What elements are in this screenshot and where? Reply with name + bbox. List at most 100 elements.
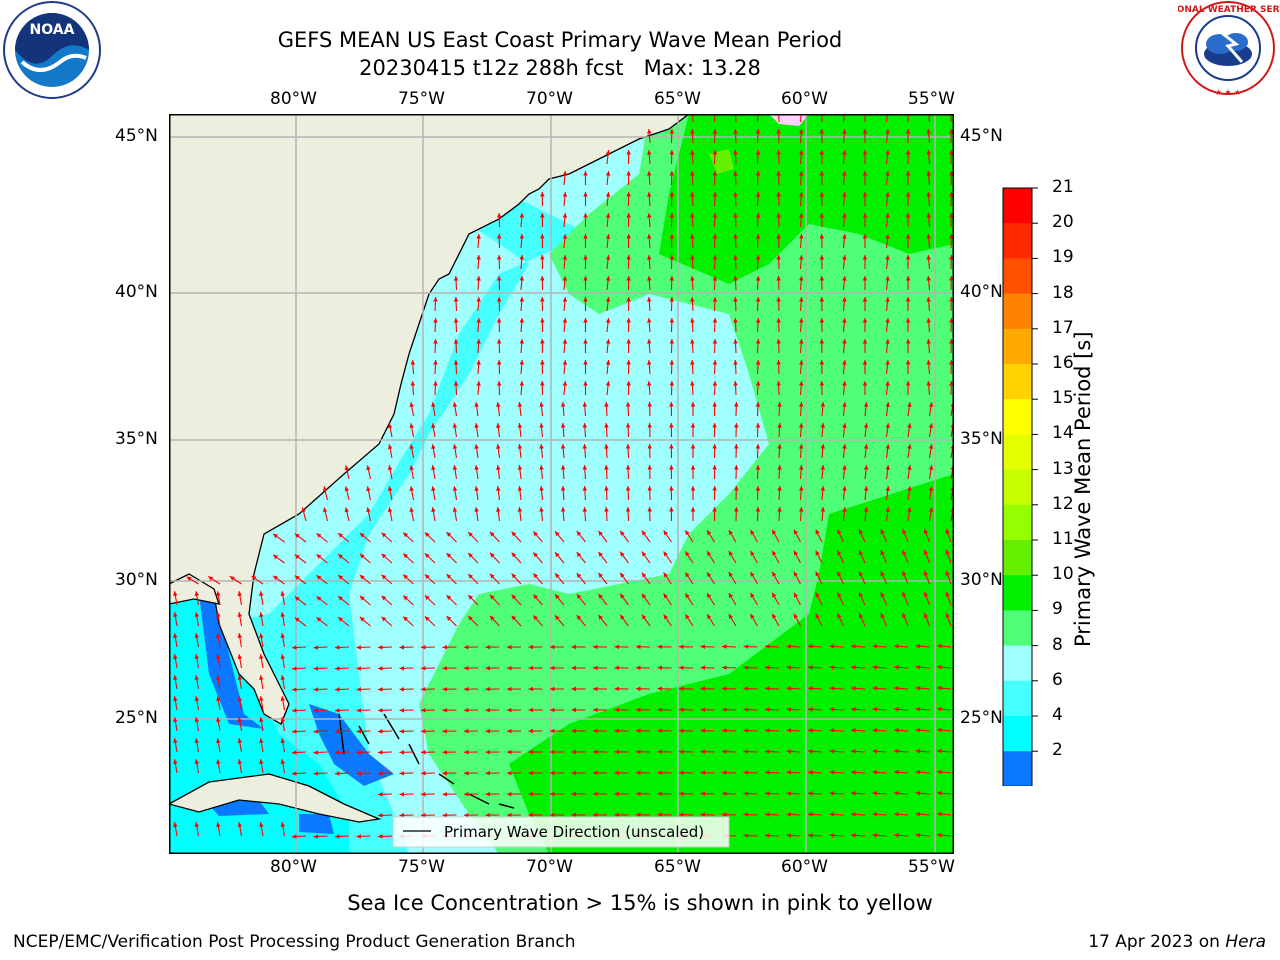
wave-arrow-head bbox=[829, 791, 835, 796]
wave-arrow-head bbox=[765, 707, 770, 712]
wave-arrow-head bbox=[421, 665, 426, 671]
wave-arrow-head bbox=[511, 552, 517, 558]
wave-arrow-head bbox=[571, 791, 576, 797]
wave-arrow-head bbox=[593, 686, 598, 692]
wave-arrow-head bbox=[539, 486, 544, 491]
wave-arrow-head bbox=[173, 822, 178, 827]
wave-arrow-head bbox=[474, 507, 479, 512]
wave-arrow-head bbox=[237, 612, 243, 617]
wave-arrow-head bbox=[259, 675, 264, 680]
wave-arrow-head bbox=[647, 507, 652, 512]
wave-arrow-head bbox=[905, 297, 911, 302]
wave-arrow-head bbox=[476, 255, 481, 260]
wave-arrow-head bbox=[712, 129, 718, 134]
period-10-11-region bbox=[509, 114, 954, 854]
colorbar-title: Primary Wave Mean Period [s] bbox=[1071, 331, 1095, 647]
wave-arrow-head bbox=[496, 381, 502, 386]
colorbar-tick-label: 4 bbox=[1052, 705, 1063, 725]
wave-arrow-head bbox=[593, 812, 598, 818]
wave-arrow-head bbox=[948, 234, 954, 239]
wave-arrow-head bbox=[442, 686, 448, 692]
wave-arrow-head bbox=[755, 171, 761, 176]
wave-arrow-head bbox=[880, 613, 885, 619]
wave-arrow-head bbox=[690, 297, 695, 302]
wave-arrow-head bbox=[786, 749, 792, 754]
wave-arrow-head bbox=[657, 707, 663, 713]
wave-arrow-head bbox=[858, 571, 864, 577]
wave-arrow-head bbox=[560, 486, 566, 491]
wave-arrow-head bbox=[863, 402, 869, 407]
wave-arrow-head bbox=[905, 129, 911, 134]
wave-arrow-head bbox=[733, 234, 738, 239]
wave-arrow-head bbox=[793, 613, 799, 619]
wave-arrow-head bbox=[733, 192, 738, 197]
wave-arrow-head bbox=[915, 664, 921, 670]
wave-arrow-head bbox=[798, 171, 804, 176]
wave-arrow-head bbox=[562, 213, 568, 218]
wave-arrow-head bbox=[700, 791, 706, 796]
wave-arrow-head bbox=[743, 686, 749, 691]
wave-arrow-head bbox=[636, 644, 641, 650]
wave-arrow-head bbox=[755, 276, 761, 281]
wave-arrow-head bbox=[862, 255, 868, 260]
wave-arrow-head bbox=[700, 770, 706, 775]
wave-arrow-head bbox=[690, 486, 696, 491]
wave-arrow-head bbox=[641, 551, 647, 557]
wave-arrow-head bbox=[837, 571, 842, 577]
wave-arrow-head bbox=[728, 551, 734, 557]
lon-label-bottom: 80°W bbox=[270, 857, 317, 877]
wave-arrow-head bbox=[793, 529, 799, 535]
wave-arrow-head bbox=[550, 770, 555, 776]
wave-arrow-head bbox=[928, 423, 934, 428]
wave-arrow-head bbox=[798, 150, 804, 155]
wave-arrow-head bbox=[511, 615, 517, 621]
wave-arrow-head bbox=[604, 444, 609, 449]
wave-arrow-head bbox=[712, 276, 718, 281]
wave-arrow-head bbox=[905, 255, 911, 260]
wave-arrow-head bbox=[560, 402, 566, 407]
wave-arrow-head bbox=[679, 707, 684, 712]
wave-arrow-head bbox=[755, 423, 761, 428]
wave-arrow-head bbox=[872, 791, 878, 796]
wave-arrow-head bbox=[399, 771, 405, 776]
wave-arrow-head bbox=[928, 486, 934, 491]
wave-arrow-head bbox=[555, 552, 560, 558]
wave-arrow-head bbox=[798, 234, 804, 239]
wave-arrow-head bbox=[842, 213, 847, 218]
wave-arrow-head bbox=[669, 318, 675, 323]
wave-arrow-head bbox=[237, 675, 243, 680]
wave-arrow-head bbox=[750, 550, 755, 556]
wave-arrow-head bbox=[707, 572, 712, 578]
wave-arrow-head bbox=[259, 654, 264, 659]
wave-arrow-head bbox=[755, 255, 761, 260]
wave-arrow-head bbox=[378, 792, 383, 797]
wave-arrow-head bbox=[646, 234, 652, 239]
wave-arrow-head bbox=[842, 255, 847, 260]
wave-arrow-head bbox=[550, 707, 555, 713]
wave-arrow-head bbox=[496, 465, 501, 470]
colorbar-tick-label: 19 bbox=[1052, 247, 1074, 268]
wave-arrow-head bbox=[733, 213, 738, 218]
wave-arrow-head bbox=[474, 402, 479, 407]
wave-arrow-head bbox=[685, 593, 690, 599]
wave-arrow-head bbox=[237, 696, 243, 701]
wave-arrow-head bbox=[571, 707, 576, 713]
wave-arrow-head bbox=[743, 812, 749, 817]
wave-arrow-head bbox=[885, 339, 890, 344]
wave-arrow-head bbox=[280, 633, 286, 638]
wave-arrow-head bbox=[915, 832, 921, 838]
wave-arrow-head bbox=[507, 770, 512, 776]
wave-arrow-head bbox=[905, 150, 911, 155]
title-line-2: 20230415 t12z 288h fcst Max: 13.28 bbox=[359, 56, 761, 80]
wave-arrow-head bbox=[583, 339, 588, 344]
wave-arrow-head bbox=[765, 665, 770, 670]
colorbar-segment bbox=[1003, 751, 1032, 786]
wave-arrow-head bbox=[356, 708, 362, 713]
wave-arrow-head bbox=[872, 812, 878, 817]
wave-arrow-head bbox=[620, 530, 625, 536]
noaa-logo: NOAA bbox=[3, 1, 101, 99]
wave-arrow-head bbox=[338, 554, 344, 559]
wave-arrow-head bbox=[819, 150, 825, 155]
wave-arrow-head bbox=[593, 791, 598, 797]
wave-arrow-head bbox=[907, 402, 912, 407]
